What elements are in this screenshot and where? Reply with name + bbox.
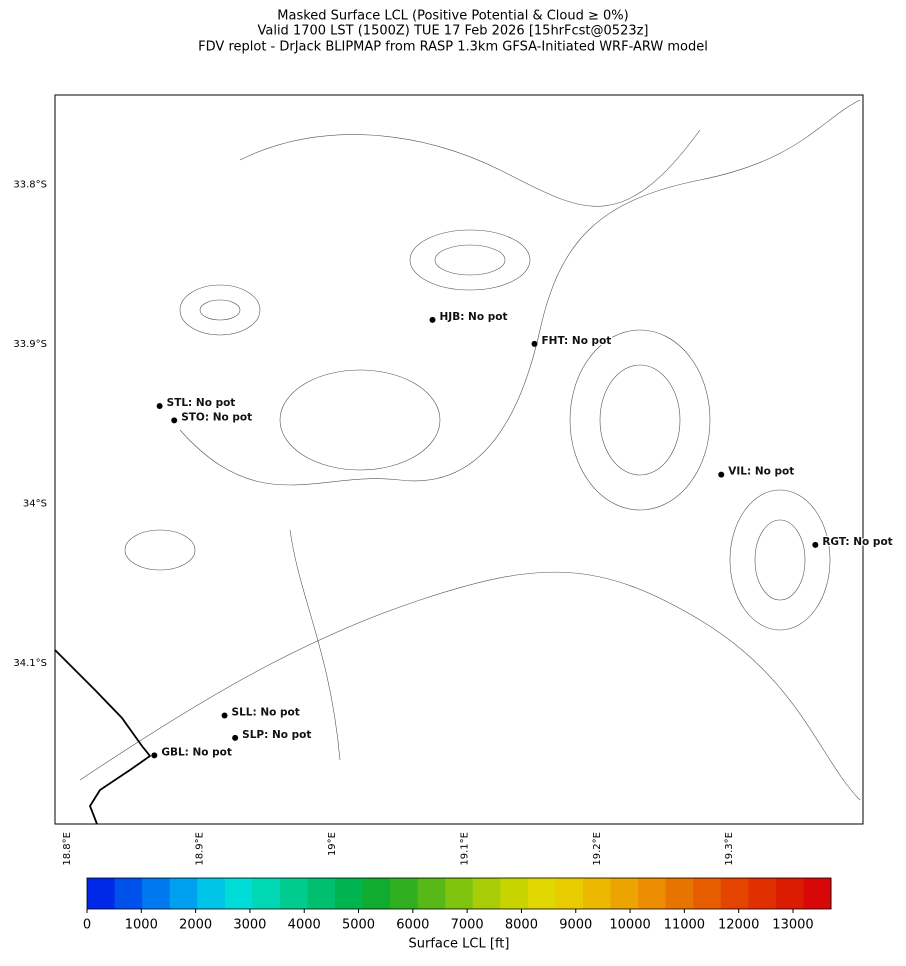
station-marker: [718, 471, 725, 478]
colorbar-tick-label: 13000: [772, 918, 813, 933]
colorbar-tick-label: 11000: [664, 918, 705, 933]
station-label: GBL: No pot: [161, 746, 232, 758]
map-frame: [54, 94, 864, 825]
lon-label: 19.3°E: [724, 832, 735, 866]
lon-label: 18.8°E: [62, 832, 73, 866]
title-line: FDV replot - DrJack BLIPMAP from RASP 1.…: [198, 40, 708, 55]
station-marker: [429, 316, 436, 323]
colorbar-tick-label: 1000: [125, 918, 158, 933]
station-label: RGT: No pot: [822, 536, 892, 548]
colorbar-segment: [583, 878, 612, 909]
colorbar-segment: [197, 878, 226, 909]
station-marker: [232, 734, 239, 741]
title-line: Masked Surface LCL (Positive Potential &…: [277, 9, 628, 24]
lat-label: 33.8°S: [13, 179, 47, 190]
colorbar-segment: [665, 878, 694, 909]
colorbar-tick-label: 6000: [396, 918, 429, 933]
colorbar-tick-label: 2000: [179, 918, 212, 933]
lon-label: 19°E: [327, 832, 338, 856]
colorbar-tick-label: 7000: [451, 918, 484, 933]
station-marker: [151, 752, 158, 759]
colorbar-tick-label: 12000: [718, 918, 759, 933]
coastline: [54, 649, 152, 825]
colorbar-segment: [445, 878, 474, 909]
station-marker: [156, 403, 163, 410]
colorbar-tick-label: 5000: [342, 918, 375, 933]
colorbar-segment: [748, 878, 777, 909]
lat-label: 33.9°S: [13, 339, 47, 350]
colorbar-segment: [87, 878, 116, 909]
colorbar-tick-label: 8000: [505, 918, 538, 933]
lat-label: 34.1°S: [13, 658, 47, 669]
colorbar-label: Surface LCL [ft]: [409, 937, 510, 952]
station-marker: [221, 712, 228, 719]
station-marker: [812, 541, 819, 548]
station-label: SLP: No pot: [242, 729, 311, 741]
colorbar-segment: [335, 878, 364, 909]
terrain-contours: [79, 99, 861, 801]
colorbar-segment: [610, 878, 639, 909]
colorbar-frame: [86, 877, 832, 910]
colorbar-tick-label: 9000: [559, 918, 592, 933]
colorbar-segment: [390, 878, 419, 909]
station-marker: [531, 340, 538, 347]
title-line: Valid 1700 LST (1500Z) TUE 17 Feb 2026 […: [257, 24, 648, 39]
lon-label: 19.2°E: [592, 832, 603, 866]
station-label: SLL: No pot: [232, 707, 300, 719]
colorbar-segment: [638, 878, 667, 909]
lat-label: 34°S: [23, 498, 47, 509]
colorbar-segment: [472, 878, 501, 909]
station-label: VIL: No pot: [728, 466, 794, 478]
colorbar-segment: [362, 878, 391, 909]
lon-label: 19.1°E: [459, 832, 470, 866]
colorbar-tick-label: 10000: [609, 918, 650, 933]
station-label: FHT: No pot: [542, 335, 612, 347]
colorbar-segment: [555, 878, 584, 909]
colorbar-segment: [693, 878, 722, 909]
colorbar-segment: [279, 878, 308, 909]
colorbar-segment: [252, 878, 281, 909]
lon-label: 18.9°E: [194, 832, 205, 866]
colorbar-segment: [224, 878, 253, 909]
colorbar-segment: [500, 878, 529, 909]
colorbar-segment: [114, 878, 143, 909]
colorbar-tick-label: 4000: [288, 918, 321, 933]
station-label: HJB: No pot: [440, 311, 508, 323]
colorbar-segment: [417, 878, 446, 909]
station-label: STL: No pot: [167, 397, 236, 409]
colorbar-segment: [169, 878, 198, 909]
colorbar-segment: [720, 878, 749, 909]
colorbar-segment: [803, 878, 832, 909]
colorbar-segment: [307, 878, 336, 909]
colorbar-tick-label: 0: [83, 918, 91, 933]
colorbar-segment: [142, 878, 171, 909]
colorbar-segment: [775, 878, 804, 909]
station-label: STO: No pot: [181, 411, 252, 423]
colorbar-segment: [527, 878, 556, 909]
station-marker: [171, 417, 178, 424]
colorbar-tick-label: 3000: [233, 918, 266, 933]
